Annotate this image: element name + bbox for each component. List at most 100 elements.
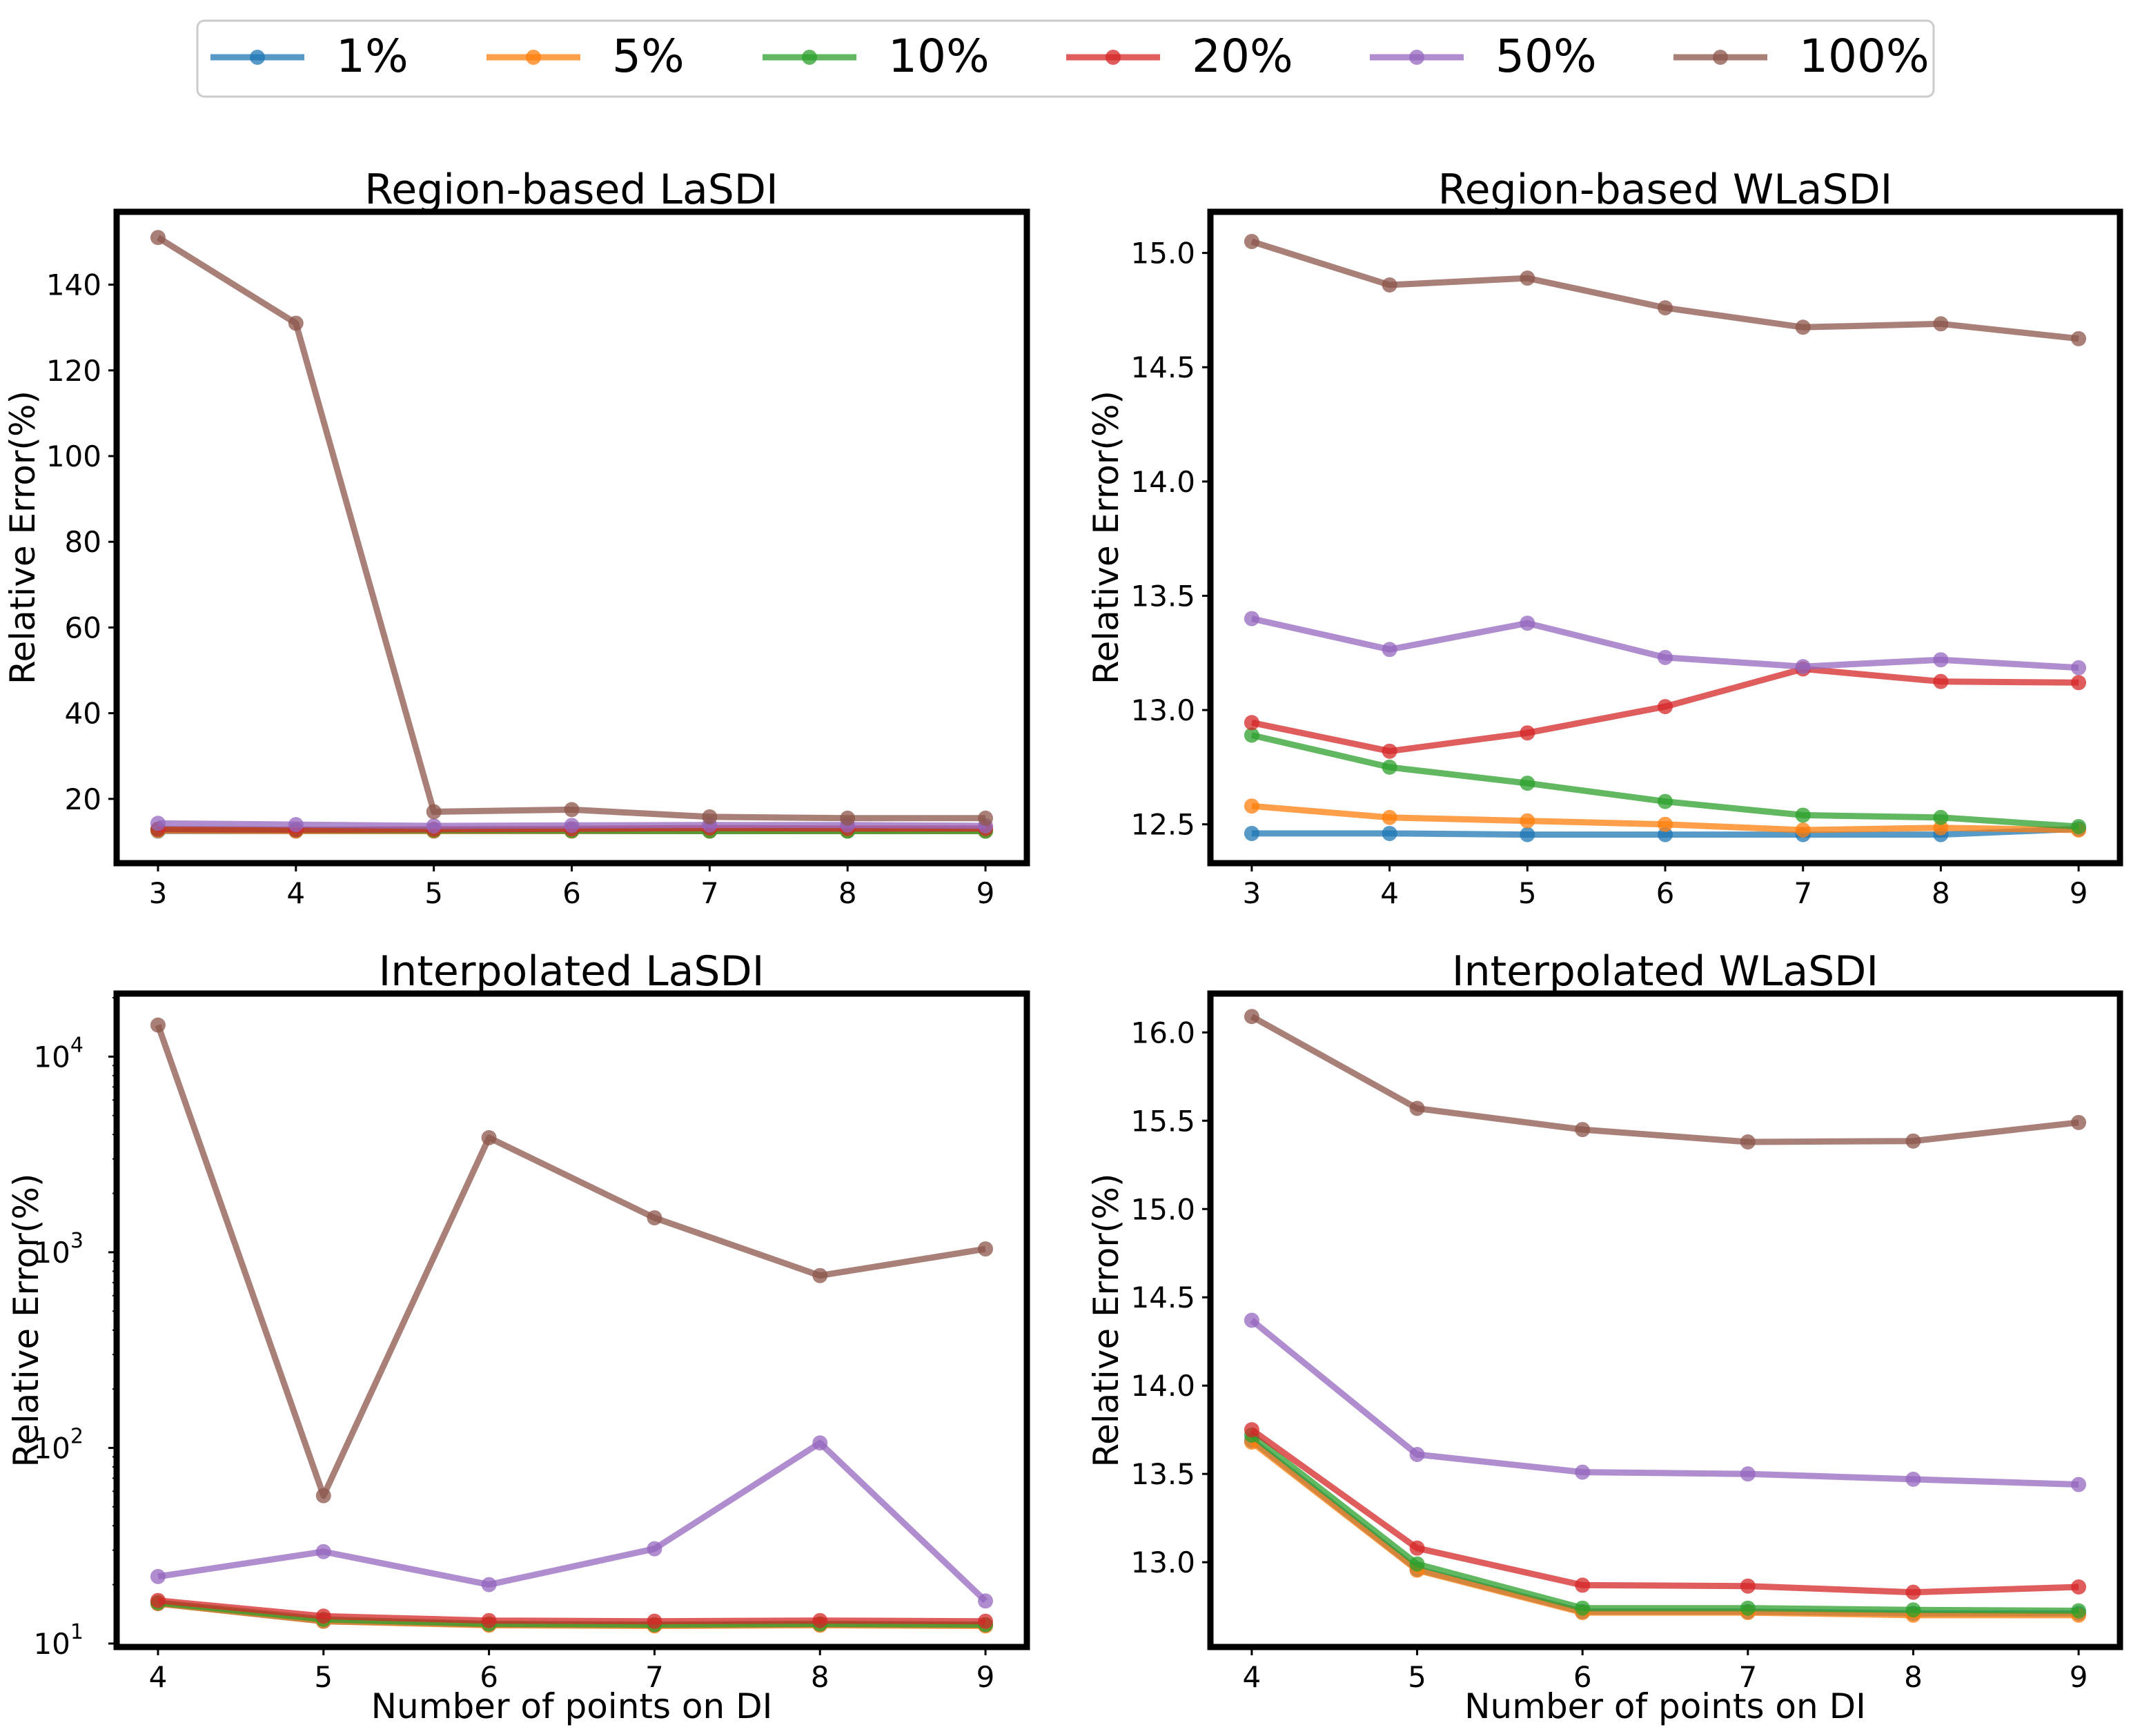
data-point-20pct: [978, 1613, 994, 1629]
y-tick-label: 14.0: [1130, 465, 1195, 499]
y-tick-exponent: 2: [70, 1424, 84, 1448]
data-point-100pct: [1658, 300, 1673, 316]
data-point-20pct: [150, 1592, 166, 1608]
data-point-50pct: [1905, 1471, 1921, 1487]
y-tick-label: 101: [33, 1620, 84, 1661]
y-axis-label: Relative Error(%): [1086, 1174, 1126, 1468]
data-point-50pct: [1740, 1466, 1756, 1482]
series-line-5pct: [1250, 1439, 2079, 1619]
data-point-100pct: [1244, 1009, 1259, 1025]
data-point-20pct: [1905, 1584, 1921, 1600]
data-point-100pct: [1409, 1101, 1425, 1116]
x-tick-label: 4: [149, 1660, 168, 1694]
series-line-10pct: [1250, 1432, 2079, 1614]
data-point-100pct: [1795, 319, 1811, 335]
data-point-20pct: [1409, 1540, 1425, 1556]
data-point-100pct: [1933, 316, 1949, 332]
y-tick-label: 100: [46, 440, 101, 473]
data-point-10pct: [1520, 776, 1535, 791]
legend-entry: 5%: [487, 30, 685, 83]
y-tick-label: 14.0: [1130, 1369, 1195, 1403]
y-tick-label: 12.5: [1130, 808, 1195, 842]
y-tick-label: 14.5: [1130, 351, 1195, 384]
data-point-20pct: [1575, 1577, 1591, 1593]
legend-label: 10%: [888, 30, 990, 83]
legend-marker-1pct: [250, 50, 265, 65]
y-tick-label: 60: [65, 611, 101, 644]
data-point-100pct: [978, 810, 994, 826]
y-axis-label: Relative Error(%): [3, 391, 43, 684]
data-point-20pct: [481, 1612, 497, 1628]
legend-marker-50pct: [1409, 50, 1424, 65]
data-point-50pct: [1520, 615, 1535, 631]
x-tick-label: 4: [1380, 876, 1399, 910]
data-point-20pct: [1244, 715, 1259, 731]
data-point-50pct: [1575, 1464, 1591, 1480]
legend-marker-100pct: [1713, 50, 1728, 65]
y-tick-label: 13.0: [1130, 1546, 1195, 1579]
x-tick-label: 5: [314, 1660, 333, 1694]
y-tick-label: 15.5: [1130, 1104, 1195, 1138]
x-tick-label: 8: [1932, 876, 1950, 910]
data-point-50pct: [315, 1543, 331, 1559]
data-point-50pct: [1795, 659, 1811, 675]
series-line-50pct: [157, 1439, 988, 1604]
data-point-50pct: [1244, 611, 1259, 627]
data-point-5pct: [1244, 798, 1259, 814]
x-tick-label: 4: [286, 876, 305, 910]
x-tick-label: 6: [480, 1660, 498, 1694]
x-tick-label: 4: [1243, 1660, 1261, 1694]
y-tick-exponent: 1: [70, 1620, 84, 1644]
subplot-1: Region-based LaSDI Relative Error(%) 3 4 5 6 7…: [3, 166, 1030, 910]
data-point-100pct: [702, 809, 718, 825]
subplot-title: Interpolated WLaSDI: [1452, 947, 1878, 996]
legend-label: 50%: [1495, 30, 1597, 83]
x-tick-label: 7: [1738, 1660, 1757, 1694]
data-point-100pct: [1520, 270, 1535, 286]
x-tick-label: 9: [2070, 876, 2088, 910]
x-tick-label: 9: [976, 1660, 995, 1694]
data-point-50pct: [2071, 1477, 2087, 1492]
data-point-100pct: [978, 1241, 994, 1257]
legend-label: 1%: [336, 30, 409, 83]
x-tick-label: 8: [838, 876, 857, 910]
axes-frame: [113, 208, 1030, 867]
y-tick-base: 10: [33, 1236, 70, 1270]
data-point-100pct: [564, 802, 580, 818]
legend-marker-20pct: [1106, 50, 1121, 65]
x-tick-label: 8: [811, 1660, 829, 1694]
series-group: [150, 230, 994, 839]
legend-entry: 20%: [1066, 30, 1293, 83]
data-point-100pct: [315, 1488, 331, 1503]
data-point-100pct: [150, 1017, 166, 1033]
data-point-100pct: [1575, 1122, 1591, 1138]
x-tick-label: 3: [149, 876, 168, 910]
data-point-5pct: [1520, 813, 1535, 829]
data-point-10pct: [1740, 1600, 1756, 1616]
data-point-5pct: [1382, 809, 1397, 825]
legend-entry: 100%: [1673, 30, 1929, 83]
y-tick-label: 120: [46, 354, 101, 388]
subplot-title: Region-based LaSDI: [364, 166, 778, 214]
data-point-20pct: [1658, 699, 1673, 715]
data-point-100pct: [150, 230, 166, 246]
legend-entry: 50%: [1370, 30, 1597, 83]
subplot-2: Region-based WLaSDI Relative Error(%) 3 4 5 6…: [1086, 166, 2123, 910]
data-point-10pct: [1409, 1556, 1425, 1572]
x-tick-label: 8: [1904, 1660, 1923, 1694]
series-line-20pct: [1250, 1427, 2079, 1596]
plots-area: Region-based LaSDI Relative Error(%) 3 4 5 6 7…: [3, 166, 2123, 1726]
y-tick-label: 104: [33, 1033, 84, 1074]
data-point-20pct: [1382, 743, 1397, 759]
data-point-100pct: [1905, 1133, 1921, 1149]
data-point-50pct: [647, 1541, 662, 1557]
data-point-20pct: [2071, 675, 2087, 691]
data-point-10pct: [1382, 759, 1397, 775]
legend-label: 20%: [1192, 30, 1293, 83]
series-line-100pct: [156, 235, 985, 822]
x-tick-label: 7: [1794, 876, 1812, 910]
y-tick-exponent: 4: [70, 1033, 84, 1057]
data-point-10pct: [1575, 1600, 1591, 1616]
y-tick-base: 10: [33, 1431, 70, 1465]
legend-label: 5%: [612, 30, 685, 83]
